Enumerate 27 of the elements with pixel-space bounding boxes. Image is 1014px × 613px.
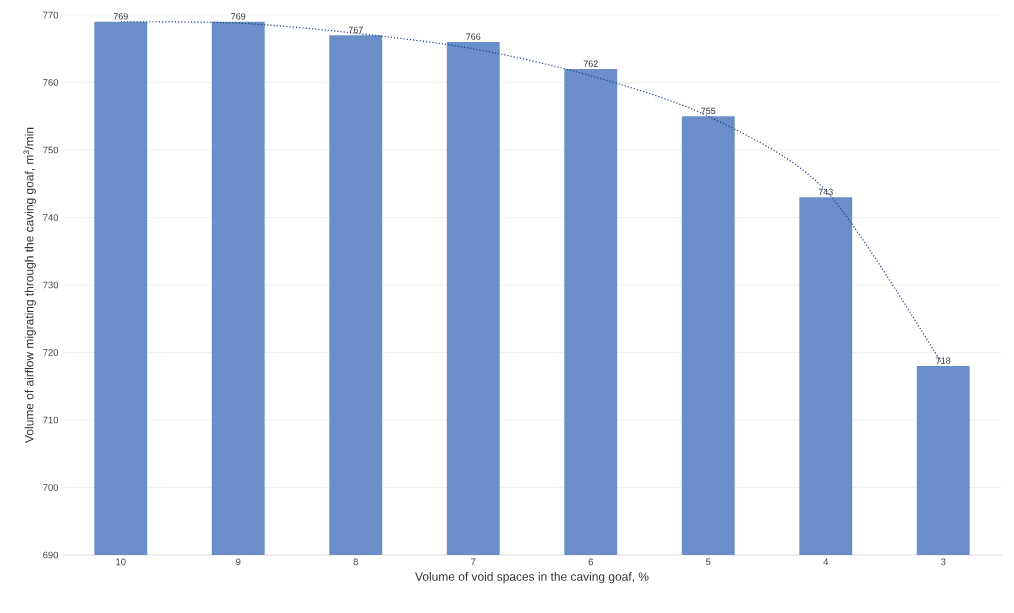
y-tick-label: 710 — [43, 416, 59, 424]
data-label: 718 — [936, 357, 951, 364]
data-label: 767 — [348, 26, 363, 34]
x-tick-label: 3 — [940, 558, 946, 566]
y-tick-label: 720 — [43, 349, 59, 356]
data-label: 769 — [231, 13, 246, 20]
data-label: 766 — [466, 33, 481, 40]
y-tick-label: 770 — [43, 11, 59, 19]
data-label: 762 — [583, 60, 598, 67]
data-label: 769 — [113, 13, 128, 20]
y-tick-label: 690 — [43, 551, 59, 559]
x-tick-label: 6 — [588, 558, 593, 566]
data-label: 743 — [818, 188, 833, 196]
x-axis-title: Volume of void spaces in the caving goaf, % — [415, 572, 649, 584]
x-tick-label: 10 — [116, 558, 126, 566]
data-label: 755 — [701, 107, 716, 115]
y-tick-label: 740 — [43, 214, 59, 221]
y-tick-label: 730 — [43, 281, 59, 289]
x-tick-label: 9 — [236, 558, 241, 566]
y-tick-label: 760 — [43, 79, 59, 86]
y-axis-title: Volume of airflow migrating through the caving goaf, m$^{3}$/min — [23, 127, 36, 443]
y-tick-label: 700 — [43, 484, 59, 491]
x-tick-label: 8 — [353, 558, 358, 566]
x-tick-label: 5 — [706, 558, 711, 566]
x-tick-label: 4 — [823, 558, 829, 566]
y-tick-label: 750 — [43, 146, 59, 154]
x-tick-label: 7 — [471, 558, 476, 566]
